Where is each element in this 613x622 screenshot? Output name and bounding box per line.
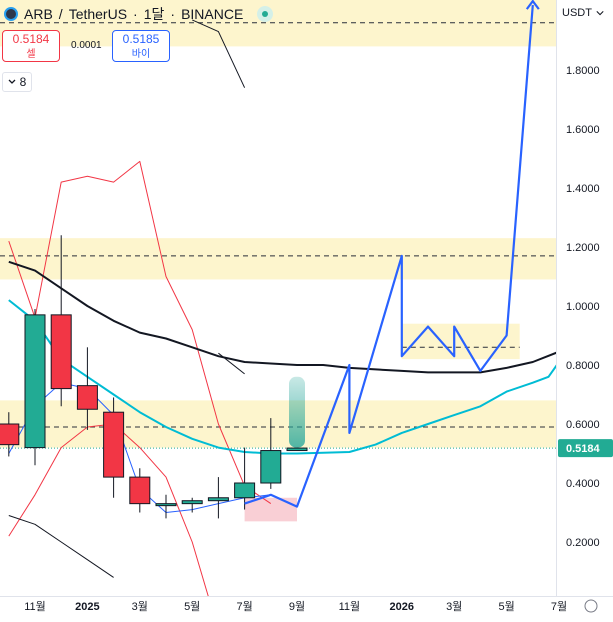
price-zone [0,238,556,280]
arbitrum-logo-icon [4,7,18,21]
candle-body[interactable] [181,500,203,505]
header-dot: · [133,6,138,22]
header-dot: · [170,6,176,22]
candle-body[interactable] [129,476,151,505]
interval-label[interactable]: 1달 [143,6,165,22]
spread-value: 0.0001 [71,40,102,51]
envelope-upper-line [8,160,272,505]
x-tick-label: 5월 [184,600,200,613]
currency-label: USDT [562,7,592,19]
buy-price: 0.5185 [122,32,160,46]
candle-body[interactable] [260,450,282,484]
candle-body[interactable] [103,411,125,478]
sell-button[interactable]: 0.5184 셀 [2,30,60,62]
support-zone-pink [244,497,297,522]
candle-body[interactable] [0,423,20,446]
ma-black-top-line [191,19,246,88]
indicator-count: 8 [19,75,27,89]
candle-body[interactable] [24,314,46,449]
x-tick-label: 11월 [24,600,46,613]
candle-body[interactable] [76,385,98,410]
forming-candle-ghost [289,376,305,448]
y-tick-label: 0.6000 [566,419,600,431]
exchange-label: BINANCE [181,6,244,22]
candle-body[interactable] [234,482,256,499]
ma-black-line [8,260,556,374]
y-tick-label: 1.6000 [566,124,600,136]
x-tick-label: 11월 [339,600,361,613]
projection-path [244,5,534,508]
ma-black-bottom-line [8,515,114,578]
buy-label: 바이 [131,49,151,60]
symbol-separator: / [58,6,63,22]
currency-select-button[interactable]: USDT [562,4,604,22]
y-tick-label: 0.4000 [566,478,600,490]
x-tick-label: 2026 [390,601,414,613]
x-tick-label: 3월 [446,600,462,613]
sell-price: 0.5184 [12,32,50,46]
chevron-down-icon [8,79,16,84]
y-tick-label: 0.2000 [566,537,600,549]
buy-button[interactable]: 0.5185 바이 [112,30,170,62]
indicators-toggle-button[interactable]: 8 [2,72,32,92]
y-tick-label: 0.8000 [566,360,600,372]
price-zone [401,323,520,360]
x-tick-label: 7월 [551,600,567,613]
symbol-header[interactable]: ARB / TetherUS · 1달 · BINANCE [4,4,274,24]
x-tick-label: 5월 [498,600,514,613]
x-tick-label: 7월 [236,600,252,613]
y-tick-label: 1.0000 [566,301,600,313]
last-price-badge [558,439,613,458]
y-tick-label: 1.2000 [566,242,600,254]
auto-scale-icon[interactable] [584,599,598,613]
market-open-icon [257,6,274,22]
candle-body[interactable] [207,497,229,502]
x-tick-label: 9월 [289,600,305,613]
sell-label: 셀 [26,49,36,60]
candle-body[interactable] [286,447,308,452]
symbol-name[interactable]: ARB [24,6,53,22]
last-price-label: 0.5184 [566,443,601,455]
ma-cyan-line [8,299,556,455]
x-tick-label: 3월 [132,600,148,613]
quote-name: TetherUS [68,6,128,22]
x-tick-label: 2025 [75,601,99,613]
projection-arrow-icon [525,0,540,10]
y-tick-label: 1.4000 [566,183,600,195]
chevron-down-icon [596,11,604,16]
y-tick-label: 1.8000 [566,65,600,77]
candle-body[interactable] [155,503,177,507]
candle-body[interactable] [50,314,72,390]
